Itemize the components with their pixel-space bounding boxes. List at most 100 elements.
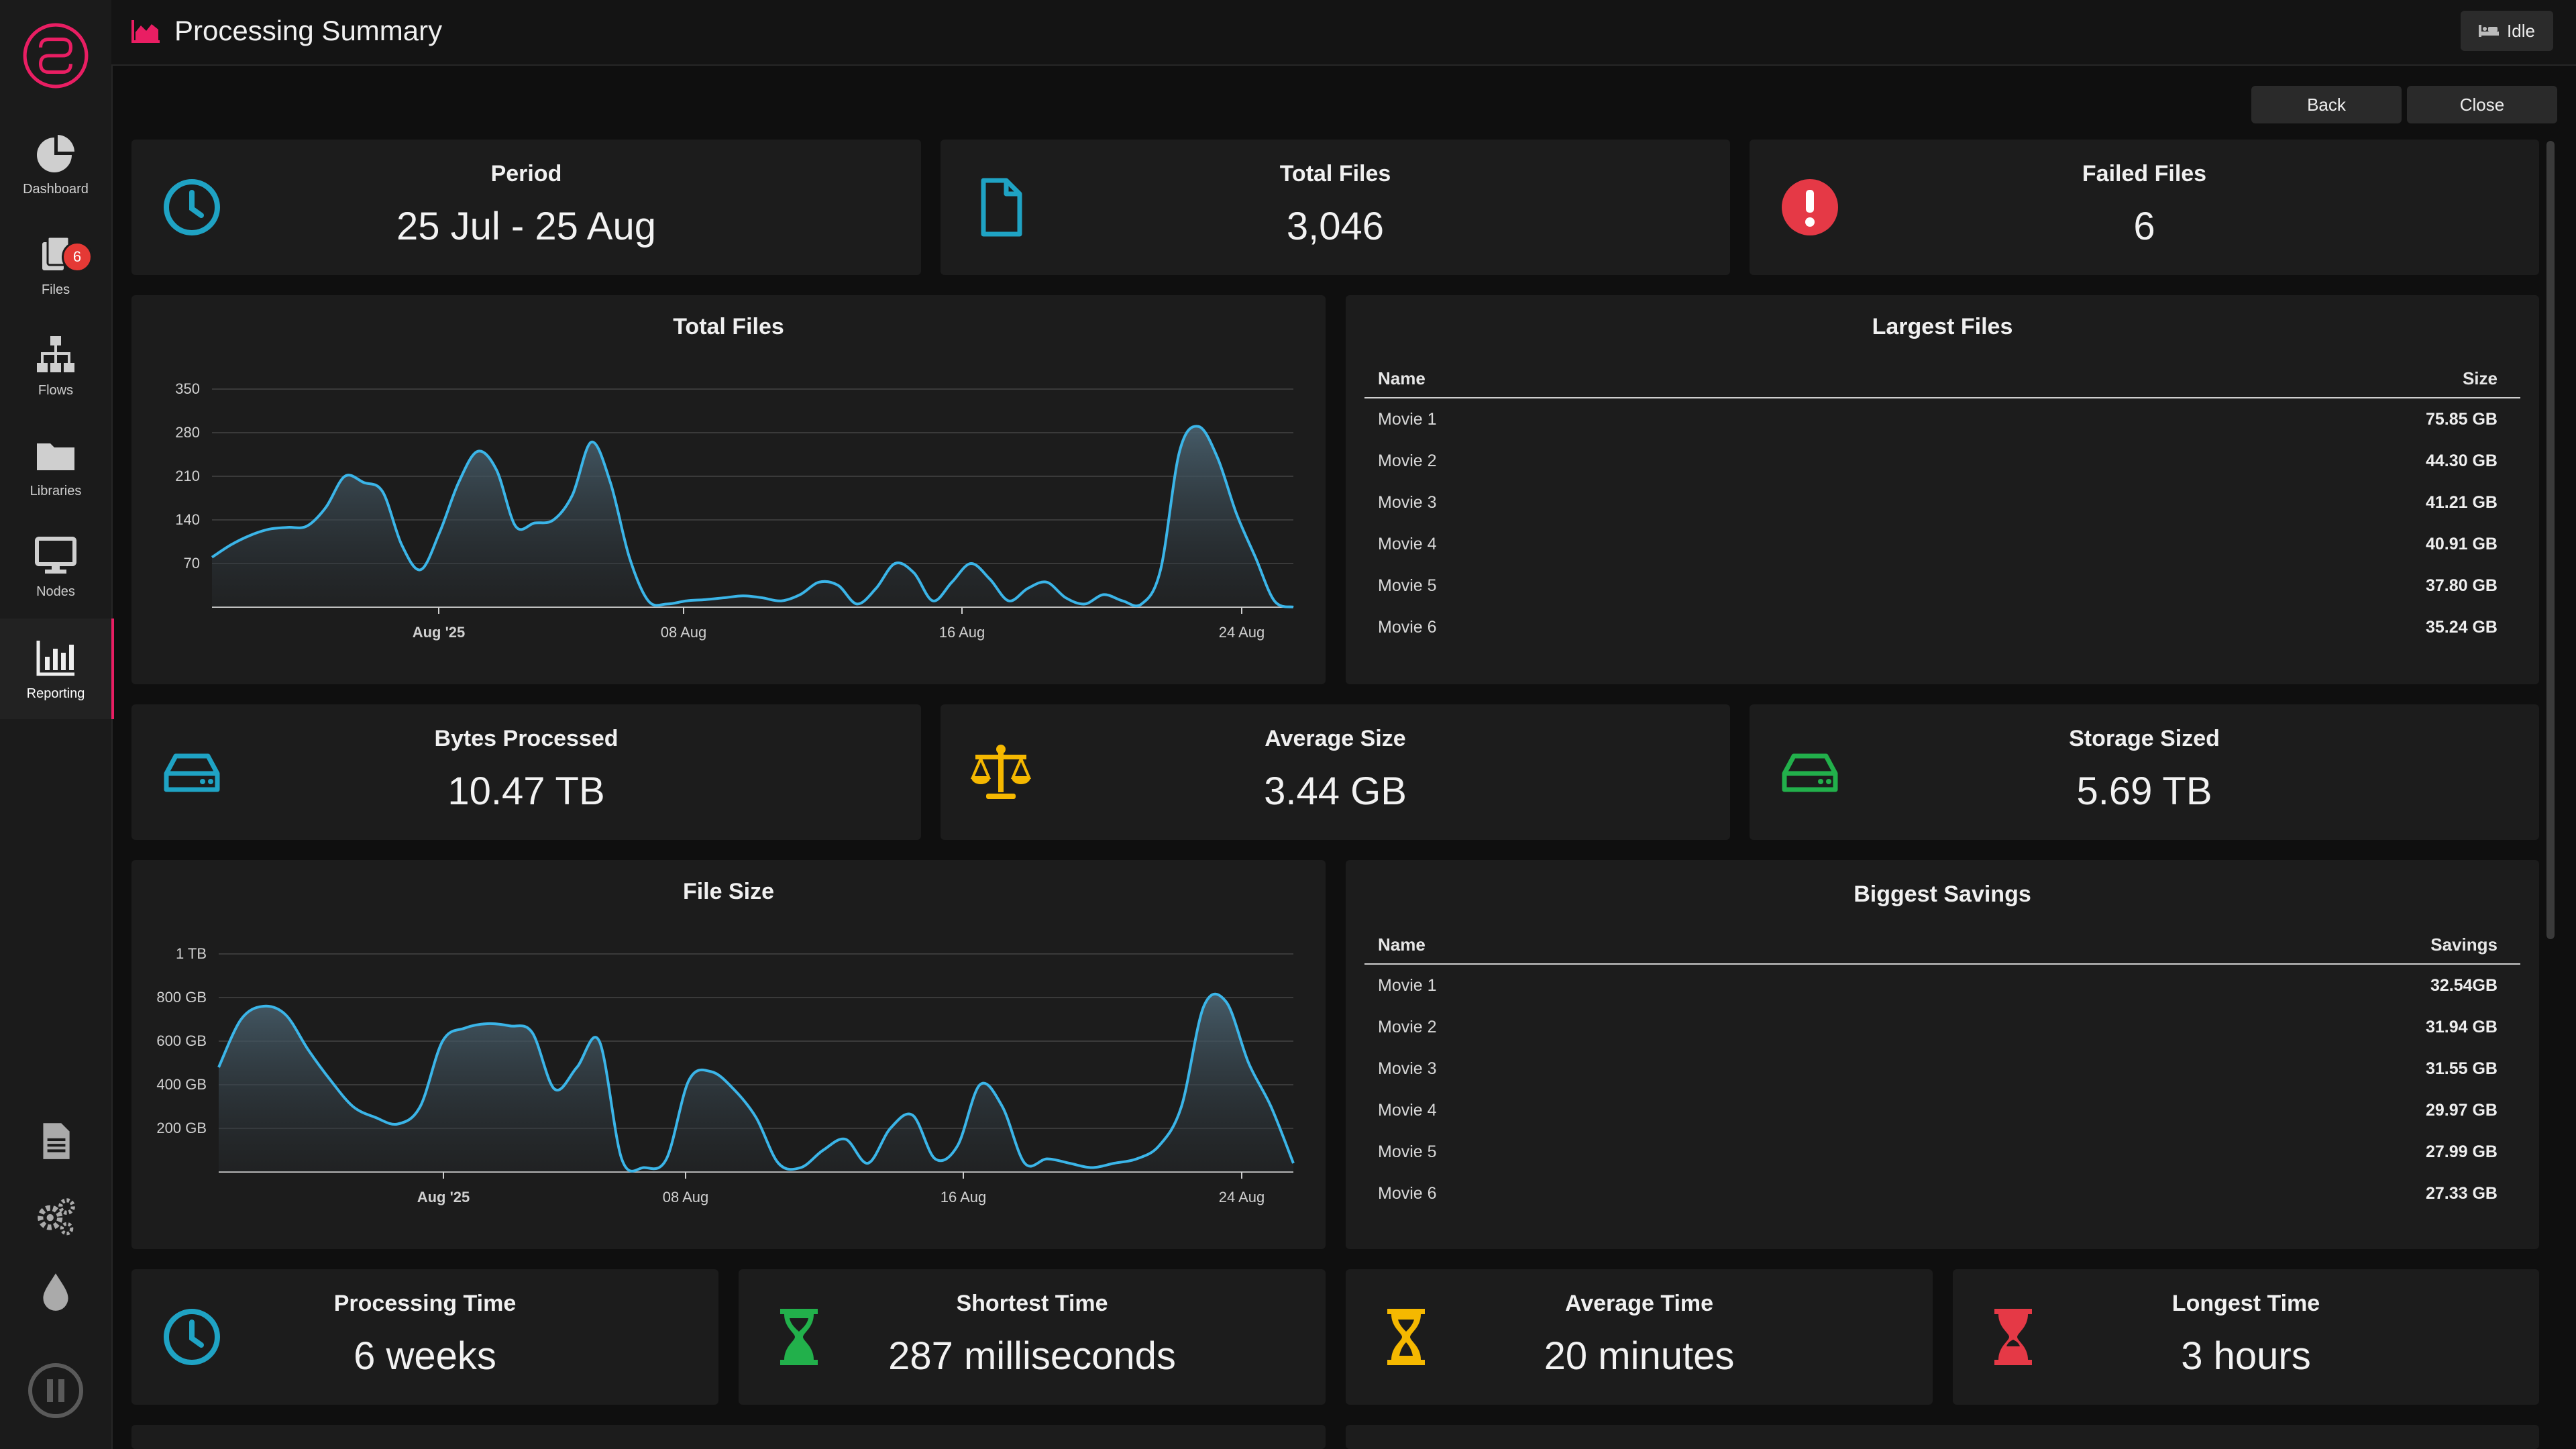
column-header-size[interactable]: Size <box>2462 368 2498 388</box>
pause-icon[interactable] <box>27 1362 85 1419</box>
stat-value: 287 milliseconds <box>888 1334 1176 1378</box>
sidebar-item-flows[interactable]: Flows <box>0 315 111 416</box>
stat-label: Processing Time <box>333 1291 517 1316</box>
back-button[interactable]: Back <box>2251 86 2402 123</box>
stat-card-period: Period 25 Jul - 25 Aug <box>131 140 921 275</box>
cell-savings: 29.97 GB <box>2425 1100 2498 1120</box>
table-row[interactable]: Movie 5 37.80 GB <box>1364 565 2520 606</box>
x-tick-label: 24 Aug <box>1219 1189 1265 1205</box>
stat-value: 6 weeks <box>354 1334 496 1378</box>
next-card-peek <box>1346 1425 2539 1449</box>
column-header-name[interactable]: Name <box>1378 934 1426 955</box>
table-row[interactable]: Movie 1 32.54GB <box>1364 965 2520 1006</box>
chart-title: Total Files <box>673 314 784 339</box>
sidebar-item-nodes[interactable]: Nodes <box>0 517 111 617</box>
file-icon <box>981 178 1022 237</box>
table-row[interactable]: Movie 3 41.21 GB <box>1364 482 2520 523</box>
stat-card-storage-sized: Storage Sized 5.69 TB <box>1750 704 2539 840</box>
table-header: Name Savings <box>1364 926 2520 965</box>
x-tick-label: Aug '25 <box>413 624 466 641</box>
app-logo[interactable] <box>21 21 90 90</box>
status-indicator[interactable]: Idle <box>2461 11 2553 51</box>
cell-savings: 31.94 GB <box>2425 1017 2498 1036</box>
stat-value: 3.44 GB <box>1264 769 1407 813</box>
stat-card-average-time: Average Time 20 minutes <box>1346 1269 1933 1405</box>
column-header-savings[interactable]: Savings <box>2430 934 2498 955</box>
stat-value: 3 hours <box>2181 1334 2311 1378</box>
sidebar: Dashboard Files 6 Flows Libraries Nodes … <box>0 0 114 1449</box>
sidebar-item-label: Libraries <box>30 483 82 498</box>
cell-name: Movie 6 <box>1378 617 1437 637</box>
top-bar: Processing Summary Idle <box>111 0 2576 66</box>
cell-name: Movie 6 <box>1378 1183 1437 1203</box>
x-tick-label: Aug '25 <box>417 1189 470 1205</box>
y-tick-label: 210 <box>175 468 200 484</box>
sidebar-item-label: Flows <box>38 382 74 398</box>
page-title: Processing Summary <box>174 15 443 46</box>
cell-name: Movie 1 <box>1378 409 1437 429</box>
hard-drive-icon <box>164 753 220 792</box>
next-card-peek <box>131 1425 1326 1449</box>
cell-savings: 27.33 GB <box>2425 1183 2498 1203</box>
balance-scale-icon <box>970 745 1032 799</box>
column-header-name[interactable]: Name <box>1378 368 1426 388</box>
table-row[interactable]: Movie 5 27.99 GB <box>1364 1131 2520 1173</box>
series-area <box>212 426 1293 607</box>
y-tick-label: 350 <box>175 380 200 397</box>
stat-value: 20 minutes <box>1544 1334 1735 1378</box>
y-tick-label: 600 GB <box>156 1032 207 1049</box>
y-tick-label: 280 <box>175 424 200 441</box>
table-row[interactable]: Movie 6 35.24 GB <box>1364 606 2520 648</box>
log-file-icon[interactable] <box>34 1119 78 1163</box>
stat-value: 3,046 <box>1286 205 1385 248</box>
stat-label: Total Files <box>1279 161 1391 186</box>
stat-label: Longest Time <box>2171 1291 2320 1316</box>
series-line <box>217 992 1295 1173</box>
largest-files-table: Name Size Movie 1 75.85 GB Movie 2 44.30 G… <box>1364 360 2520 648</box>
cell-size: 37.80 GB <box>2425 576 2498 595</box>
x-tick-label: 08 Aug <box>663 1189 709 1205</box>
page-scrollbar[interactable] <box>2546 141 2555 939</box>
x-tick-label: 16 Aug <box>939 624 985 641</box>
folder-icon <box>37 443 74 470</box>
sidebar-item-reporting[interactable]: Reporting <box>0 619 114 719</box>
stat-card-average-size: Average Size 3.44 GB <box>941 704 1730 840</box>
cell-savings: 31.55 GB <box>2425 1059 2498 1078</box>
hard-drive-icon <box>1782 753 1838 792</box>
y-tick-label: 400 GB <box>156 1076 207 1093</box>
sidebar-item-files[interactable]: Files 6 <box>0 215 111 315</box>
stat-value: 6 <box>2133 205 2155 248</box>
cell-name: Movie 2 <box>1378 1017 1437 1036</box>
table-row[interactable]: Movie 4 29.97 GB <box>1364 1089 2520 1131</box>
table-row[interactable]: Movie 4 40.91 GB <box>1364 523 2520 565</box>
stat-card-longest-time: Longest Time 3 hours <box>1953 1269 2539 1405</box>
stat-card-total-files: Total Files 3,046 <box>941 140 1730 275</box>
stat-label: Average Time <box>1564 1291 1714 1316</box>
sidebar-item-dashboard[interactable]: Dashboard <box>0 114 111 215</box>
table-header: Name Size <box>1364 360 2520 398</box>
stat-value: 25 Jul - 25 Aug <box>396 205 656 248</box>
x-tick-label: 16 Aug <box>941 1189 987 1205</box>
sidebar-item-libraries[interactable]: Libraries <box>0 416 111 517</box>
table-row[interactable]: Movie 6 27.33 GB <box>1364 1173 2520 1214</box>
table-row[interactable]: Movie 2 31.94 GB <box>1364 1006 2520 1048</box>
settings-cogs-icon[interactable] <box>34 1194 78 1238</box>
bed-icon <box>2479 25 2500 37</box>
cell-name: Movie 1 <box>1378 975 1437 995</box>
stat-card-failed-files: Failed Files 6 <box>1750 140 2539 275</box>
table-row[interactable]: Movie 2 44.30 GB <box>1364 440 2520 482</box>
cell-size: 75.85 GB <box>2425 409 2498 429</box>
table-row[interactable]: Movie 3 31.55 GB <box>1364 1048 2520 1089</box>
cell-size: 44.30 GB <box>2425 451 2498 470</box>
bar-chart-icon <box>36 640 74 676</box>
droplet-icon[interactable] <box>34 1269 78 1313</box>
cell-name: Movie 5 <box>1378 576 1437 595</box>
table-row[interactable]: Movie 1 75.85 GB <box>1364 398 2520 440</box>
close-button[interactable]: Close <box>2407 86 2557 123</box>
stat-label: Average Size <box>1265 726 1406 751</box>
files-count-badge: 6 <box>62 241 93 272</box>
cell-savings: 32.54GB <box>2430 975 2498 995</box>
stat-card-shortest-time: Shortest Time 287 milliseconds <box>739 1269 1326 1405</box>
clock-icon <box>164 1309 220 1365</box>
x-tick-label: 08 Aug <box>661 624 707 641</box>
